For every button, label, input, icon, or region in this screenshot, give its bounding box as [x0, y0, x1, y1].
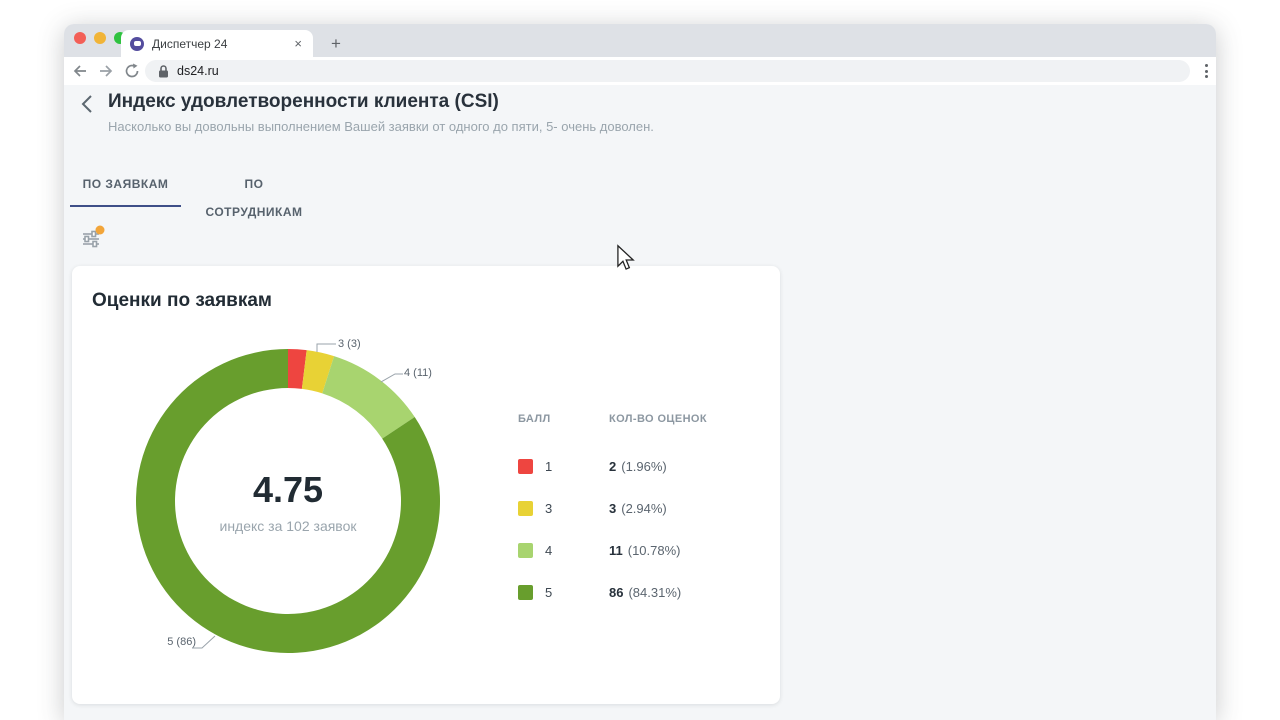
close-window-button[interactable]	[74, 32, 86, 44]
card-title: Оценки по заявкам	[92, 290, 272, 311]
donut-slice-4[interactable]	[322, 356, 415, 439]
close-tab-icon[interactable]: ×	[294, 36, 302, 51]
legend-score: 5	[545, 585, 553, 600]
legend-color-swatch	[518, 459, 533, 474]
legend-score: 3	[545, 501, 553, 516]
tab-by-employees-label: ПО СОТРУДНИКАМ	[205, 177, 303, 219]
url-text: ds24.ru	[177, 64, 219, 78]
legend-row: 4 11 (10.78%)	[518, 543, 768, 558]
callout-score-3: 3 (3)	[338, 338, 361, 350]
browser-window: Диспетчер 24 × + ds24.ru Индекс удовлетв…	[64, 24, 1216, 720]
legend-header: БАЛЛ КОЛ-ВО ОЦЕНОК	[518, 413, 768, 427]
legend-row: 3 3 (2.94%)	[518, 501, 768, 516]
legend-col-score: БАЛЛ	[518, 413, 551, 425]
minimize-window-button[interactable]	[94, 32, 106, 44]
browser-menu-icon[interactable]	[1200, 62, 1212, 80]
forward-icon[interactable]	[95, 60, 117, 82]
tab-by-requests[interactable]: ПО ЗАЯВКАМ	[70, 170, 181, 207]
chart-legend: БАЛЛ КОЛ-ВО ОЦЕНОК 1 2 (1.96%)	[518, 413, 768, 600]
legend-col-count: КОЛ-ВО ОЦЕНОК	[609, 413, 708, 425]
legend-count: 2	[609, 459, 617, 474]
legend-percent: (84.31%)	[628, 585, 682, 600]
view-tabs: ПО ЗАЯВКАМ ПО СОТРУДНИКАМ	[70, 170, 312, 219]
notification-dot	[95, 225, 105, 235]
legend-row: 1 2 (1.96%)	[518, 459, 768, 474]
lock-icon	[159, 64, 168, 77]
page-title: Индекс удовлетворенности клиента (CSI)	[108, 91, 499, 112]
donut-slice-3[interactable]	[301, 350, 335, 394]
legend-color-swatch	[518, 585, 533, 600]
address-bar[interactable]: ds24.ru	[145, 60, 1190, 82]
active-tab-underline	[70, 205, 181, 207]
legend-count: 3	[609, 501, 617, 516]
site-favicon-icon	[130, 36, 144, 51]
callout-score-4: 4 (11)	[404, 367, 432, 379]
legend-percent: (1.96%)	[621, 459, 667, 474]
browser-tabstrip: Диспетчер 24 × +	[64, 24, 1216, 57]
page-back-button[interactable]	[80, 94, 96, 114]
browser-tab-title: Диспетчер 24	[152, 36, 228, 51]
tab-by-employees[interactable]: ПО СОТРУДНИКАМ	[196, 170, 312, 219]
callout-leader-lines	[192, 343, 403, 649]
donut-chart	[136, 343, 441, 653]
legend-score: 1	[545, 459, 553, 474]
ratings-card: Оценки по заявкам 4.75 индекс за 102 зая…	[72, 266, 780, 704]
legend-rows: 1 2 (1.96%) 3 3 (2.94%) 4 11	[518, 459, 768, 627]
page-content: Индекс удовлетворенности клиента (CSI) Н…	[64, 85, 1216, 720]
legend-score: 4	[545, 543, 553, 558]
page-subtitle: Насколько вы довольны выполнением Вашей …	[108, 119, 654, 134]
reload-icon[interactable]	[121, 60, 143, 82]
back-icon[interactable]	[69, 60, 91, 82]
legend-count: 11	[609, 543, 623, 558]
new-tab-button[interactable]: +	[331, 33, 341, 53]
window-controls	[74, 32, 126, 44]
legend-percent: (2.94%)	[621, 501, 667, 516]
browser-toolbar: ds24.ru	[64, 57, 1216, 85]
legend-count: 86	[609, 585, 624, 600]
callout-score-5: 5 (86)	[167, 636, 196, 648]
legend-color-swatch	[518, 543, 533, 558]
tab-by-requests-label: ПО ЗАЯВКАМ	[82, 177, 169, 191]
legend-percent: (10.78%)	[627, 543, 681, 558]
filter-settings-icon[interactable]	[81, 225, 107, 251]
legend-color-swatch	[518, 501, 533, 516]
browser-tab[interactable]: Диспетчер 24 ×	[121, 30, 313, 57]
legend-row: 5 86 (84.31%)	[518, 585, 768, 600]
donut-slice-1[interactable]	[288, 349, 307, 389]
